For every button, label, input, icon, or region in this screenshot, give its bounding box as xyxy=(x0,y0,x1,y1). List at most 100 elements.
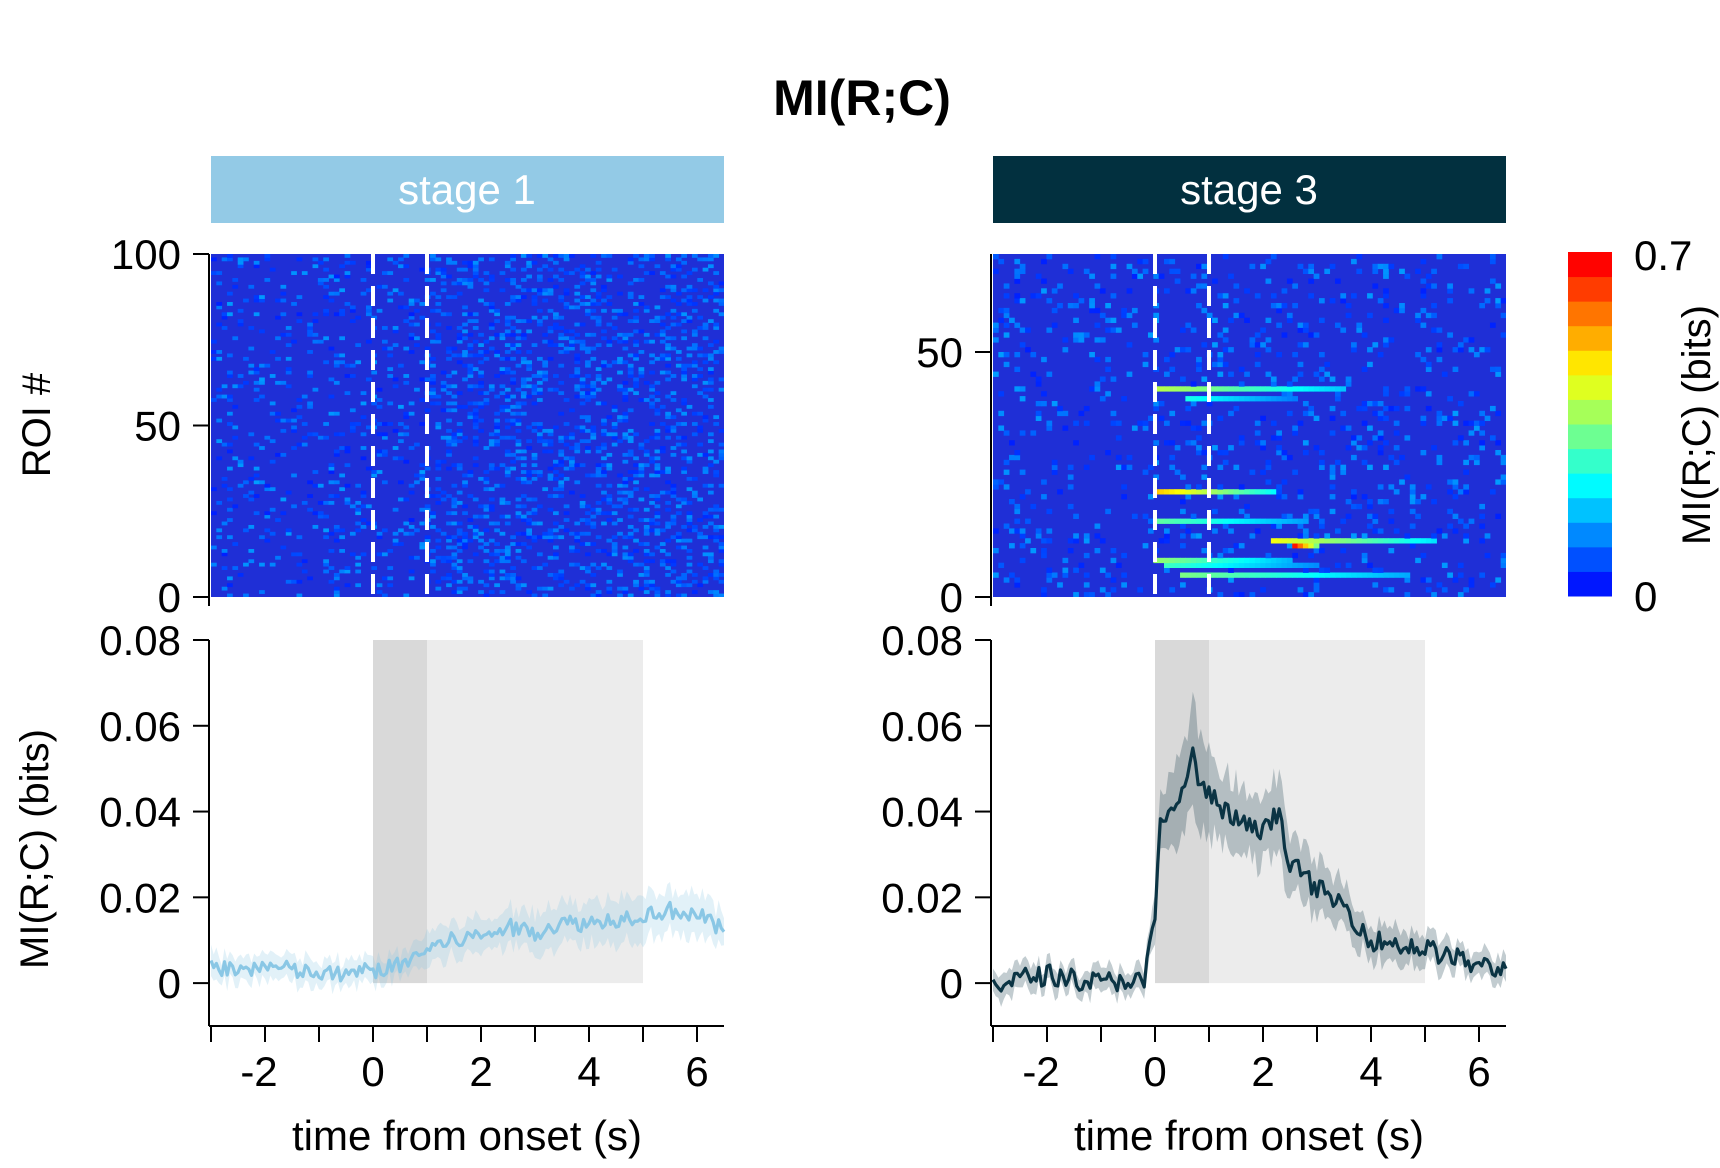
heatmap-cell xyxy=(574,339,581,344)
heatmap-cell xyxy=(499,590,506,594)
heatmap-cell xyxy=(681,374,687,378)
heatmap-cell xyxy=(526,511,533,516)
heatmap-cell xyxy=(1308,543,1315,549)
heatmap-cell xyxy=(675,579,682,584)
heatmap-cell xyxy=(1292,303,1298,309)
heatmap-cell xyxy=(606,511,613,516)
heatmap-cell xyxy=(1110,577,1117,583)
heatmap-cell xyxy=(216,500,223,505)
heatmap-cell xyxy=(622,480,629,485)
heatmap-cell xyxy=(456,336,463,341)
heatmap-cell xyxy=(472,408,479,413)
heatmap-cell xyxy=(654,504,661,509)
heatmap-cell xyxy=(1228,396,1234,402)
heatmap-cell xyxy=(654,521,661,526)
heatmap-cell xyxy=(585,312,591,317)
heatmap-cell xyxy=(510,466,516,471)
heatmap-cell xyxy=(504,387,511,392)
heatmap-cell xyxy=(1473,425,1480,431)
heatmap-cell xyxy=(627,452,634,457)
heatmap-cell xyxy=(707,257,714,262)
heatmap-cell xyxy=(590,394,597,399)
heatmap-cell xyxy=(1067,303,1074,309)
heatmap-cell xyxy=(333,590,340,594)
heatmap-cell xyxy=(1110,420,1117,426)
heatmap-cell xyxy=(1142,361,1149,368)
heatmap-cell xyxy=(627,535,634,540)
heatmap-cell xyxy=(494,548,500,553)
heatmap-cell xyxy=(691,572,698,577)
heatmap-cell xyxy=(1190,396,1197,402)
heatmap-cell xyxy=(558,326,565,330)
heatmap-cell xyxy=(504,466,511,471)
heatmap-cell xyxy=(718,350,724,354)
heatmap-cell xyxy=(638,586,645,591)
heatmap-cell xyxy=(259,377,265,382)
heatmap-cell xyxy=(1083,582,1090,588)
heatmap-cell xyxy=(654,380,661,385)
heatmap-cell xyxy=(1318,572,1325,578)
heatmap-cell xyxy=(451,295,458,299)
heatmap-cell xyxy=(558,298,565,303)
heatmap-cell xyxy=(691,422,698,426)
x-tick-label: -2 xyxy=(240,1048,277,1095)
heatmap-cell xyxy=(601,422,607,426)
heatmap-cell xyxy=(462,260,468,265)
heatmap-cell xyxy=(1329,376,1336,382)
heatmap-cell xyxy=(232,456,239,461)
heatmap-cell xyxy=(691,579,698,584)
heatmap-cell xyxy=(344,569,351,574)
heatmap-cell xyxy=(649,319,655,323)
heatmap-cell xyxy=(499,576,506,581)
heatmap-cell xyxy=(398,480,404,485)
heatmap-cell xyxy=(1479,538,1486,544)
heatmap-cell xyxy=(649,370,655,375)
heatmap-cell xyxy=(1457,263,1464,270)
heatmap-cell xyxy=(472,415,479,420)
heatmap-cell xyxy=(707,490,714,495)
heatmap-cell xyxy=(1281,332,1288,338)
heatmap-cell xyxy=(1185,489,1192,495)
heatmap-cell xyxy=(1473,459,1480,466)
heatmap-cell xyxy=(1019,327,1026,333)
heatmap-cell xyxy=(1270,557,1277,564)
heatmap-cell xyxy=(638,302,645,306)
heatmap-cell xyxy=(1249,469,1256,475)
heatmap-cell xyxy=(691,329,698,334)
heatmap-cell xyxy=(446,401,452,406)
heatmap-cell xyxy=(333,572,340,577)
heatmap-cell xyxy=(622,555,629,560)
heatmap-cell xyxy=(1233,283,1240,289)
heatmap-cell xyxy=(221,483,228,488)
heatmap-cell xyxy=(1222,386,1229,392)
heatmap-cell xyxy=(1238,386,1245,392)
heatmap-cell xyxy=(478,545,484,550)
heatmap-cell xyxy=(1351,494,1357,500)
heatmap-cell xyxy=(349,531,356,536)
x-tick-label: -2 xyxy=(1022,1048,1059,1095)
heatmap-cell xyxy=(446,494,452,498)
heatmap-cell xyxy=(590,593,597,597)
heatmap-cell xyxy=(718,545,724,550)
heatmap-cell xyxy=(253,473,260,478)
heatmap-cell xyxy=(365,504,372,509)
heatmap-cell xyxy=(654,332,661,337)
heatmap-cell xyxy=(558,494,565,498)
heatmap-cell xyxy=(467,319,474,323)
heatmap-cell xyxy=(1196,518,1202,524)
heatmap-cell xyxy=(1297,489,1304,495)
heatmap-cell xyxy=(243,494,249,498)
heatmap-cell xyxy=(1276,303,1282,309)
heatmap-cell xyxy=(606,274,613,279)
heatmap-cell xyxy=(1404,386,1411,392)
heatmap-cell xyxy=(1457,592,1464,597)
heatmap-cell xyxy=(510,254,516,258)
heatmap-cell xyxy=(707,590,714,594)
heatmap-cell xyxy=(1254,396,1261,402)
heatmap-cell xyxy=(1062,337,1069,343)
heatmap-cell xyxy=(510,576,516,581)
heatmap-cell xyxy=(675,312,682,317)
heatmap-cell xyxy=(392,456,399,461)
heatmap-cell xyxy=(1212,508,1218,515)
